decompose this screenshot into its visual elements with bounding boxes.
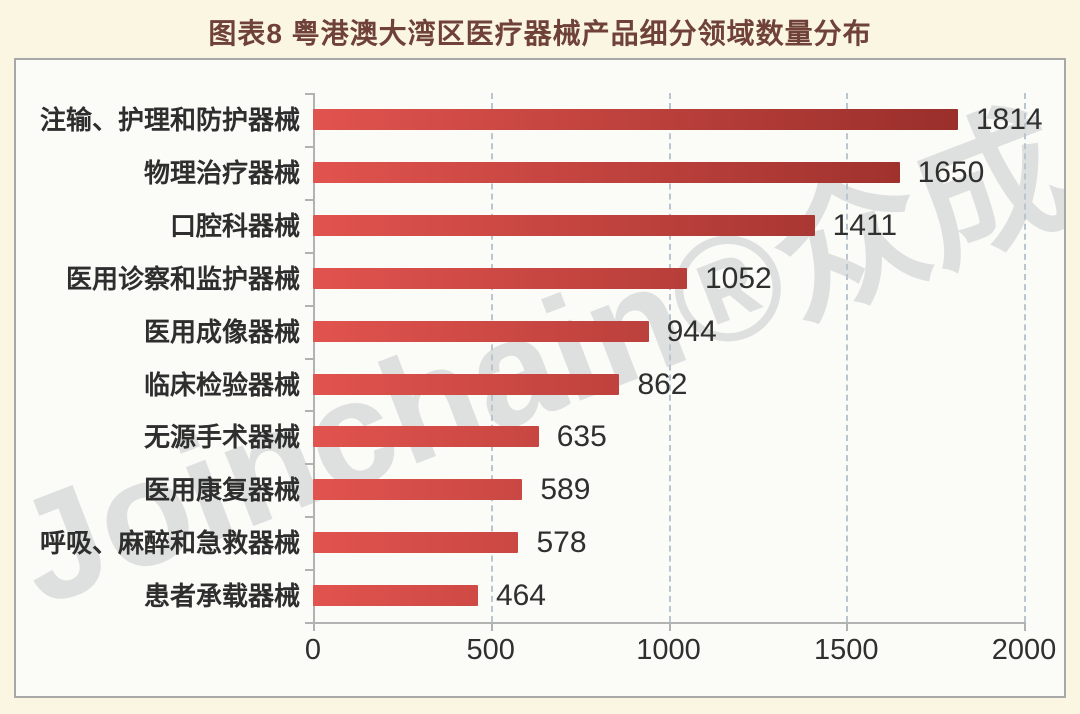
category-label: 口腔科器械 (169, 210, 300, 241)
bar (313, 320, 649, 342)
y-tick (305, 93, 313, 95)
bar-row: 注输、护理和防护器械 1814 (16, 93, 1064, 146)
bar (313, 479, 523, 501)
category-label: 无源手术器械 (143, 422, 300, 453)
bar-row: 临床检验器械 862 (16, 358, 1064, 411)
value-label: 578 (536, 526, 587, 560)
bar-row: 物理治疗器械 1650 (16, 146, 1064, 199)
y-tick (305, 463, 313, 466)
y-tick (305, 198, 313, 201)
bar (313, 109, 958, 130)
category-label: 临床检验器械 (143, 369, 300, 400)
category-label: 医用诊察和监护器械 (65, 263, 300, 294)
bar (313, 161, 900, 183)
gridline-1500 (846, 93, 849, 622)
bar-row: 口腔科器械 1411 (16, 199, 1064, 252)
x-tick-500 (490, 624, 493, 631)
category-label: 注输、护理和防护器械 (39, 105, 300, 135)
gridline-500 (490, 93, 493, 622)
x-tick-0 (313, 624, 315, 631)
x-tick-label: 1000 (636, 634, 701, 666)
category-label: 物理治疗器械 (143, 157, 300, 188)
value-label: 1814 (975, 103, 1043, 136)
x-tick-label: 1500 (813, 634, 879, 666)
x-tick-2000 (1024, 624, 1026, 631)
bar-row: 患者承载器械 464 (16, 569, 1064, 622)
bar (313, 585, 478, 607)
value-label: 635 (556, 420, 607, 454)
bar (313, 214, 815, 236)
bar-row: 无源手术器械 635 (16, 410, 1064, 463)
bar (313, 426, 539, 448)
bar-row: 医用成像器械 944 (16, 305, 1064, 358)
value-label: 862 (637, 367, 688, 401)
gridline-2000 (1024, 93, 1026, 622)
category-label: 呼吸、麻醉和急救器械 (39, 528, 300, 559)
bar-row: 呼吸、麻醉和急救器械 578 (16, 516, 1064, 569)
y-tick (305, 622, 313, 624)
category-label: 患者承载器械 (143, 581, 300, 612)
bar (313, 532, 519, 554)
x-axis (313, 622, 1026, 624)
bar-row: 医用康复器械 589 (16, 463, 1064, 516)
y-tick (305, 304, 313, 307)
value-label: 1650 (917, 155, 985, 189)
value-label: 1052 (704, 261, 772, 295)
x-tick-label: 0 (304, 634, 322, 666)
category-label: 医用康复器械 (143, 475, 300, 506)
y-tick (305, 145, 313, 148)
y-tick (305, 410, 313, 413)
y-axis (313, 93, 315, 622)
value-label: 1411 (832, 208, 898, 242)
chart-area: Joinchain®众成 0 500 1000 1500 2000 注输、护理和防护器械 1… (14, 58, 1066, 698)
value-label: 589 (540, 473, 591, 507)
x-tick-label: 2000 (991, 634, 1057, 666)
bar (313, 373, 620, 395)
category-label: 医用成像器械 (143, 316, 300, 347)
y-tick (305, 516, 313, 519)
chart-title: 图表8 粤港澳大湾区医疗器械产品细分领域数量分布 (208, 18, 872, 49)
gridline-1000 (668, 93, 671, 622)
y-tick (305, 357, 313, 360)
y-tick (305, 569, 313, 572)
value-label: 464 (495, 579, 546, 613)
value-label: 944 (666, 314, 717, 348)
y-tick (305, 251, 313, 254)
x-tick-1000 (668, 624, 671, 631)
x-tick-1500 (846, 624, 849, 631)
bar (313, 267, 687, 289)
x-tick-label: 500 (466, 634, 515, 666)
bar-row: 医用诊察和监护器械 1052 (16, 252, 1064, 305)
